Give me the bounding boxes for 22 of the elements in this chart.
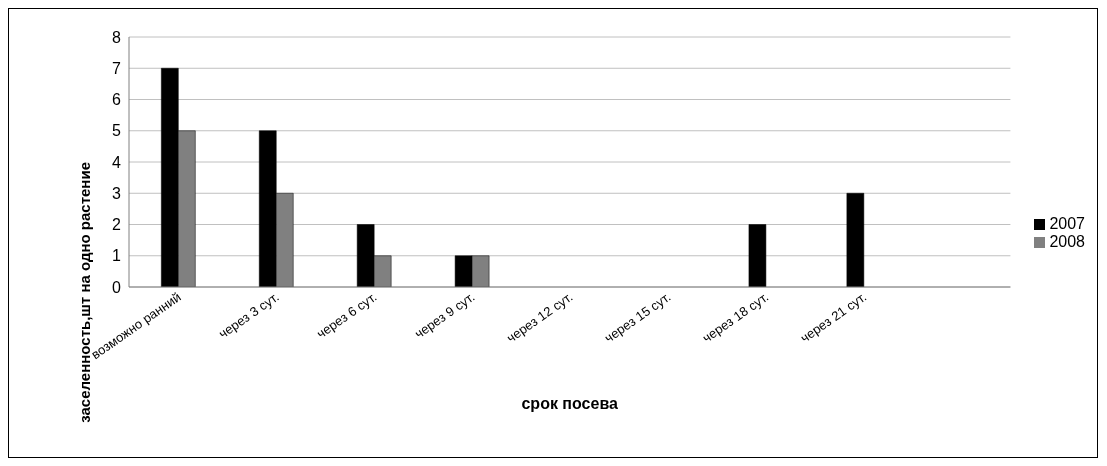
- bar: [748, 224, 767, 287]
- y-tick-label: 1: [112, 247, 122, 265]
- y-tick-label: 0: [112, 278, 122, 296]
- y-tick-label: 3: [112, 184, 122, 202]
- y-tick-label: 8: [112, 28, 122, 46]
- x-tick-label: через 15 сут.: [601, 289, 674, 346]
- x-axis-title: срок посева: [521, 395, 619, 412]
- y-tick-label: 7: [112, 59, 122, 77]
- x-tick-label: через 6 сут.: [313, 289, 380, 342]
- legend-label: 2008: [1049, 233, 1085, 250]
- y-tick-label: 2: [112, 216, 122, 234]
- x-tick-label: через 3 сут.: [215, 289, 282, 342]
- y-tick-label: 6: [112, 91, 122, 109]
- x-tick-label: через 12 сут.: [503, 289, 576, 346]
- y-axis-title: заселенность,шт на одно растение: [76, 162, 94, 423]
- legend-label: 2007: [1049, 215, 1085, 232]
- y-tick-label: 5: [112, 122, 122, 140]
- y-tick-label: 4: [112, 153, 122, 171]
- x-tick-label: через 21 сут.: [797, 289, 870, 346]
- x-tick-label: через 18 сут.: [699, 289, 772, 346]
- bar: [846, 193, 865, 287]
- x-tick-label: через 9 сут.: [411, 289, 478, 342]
